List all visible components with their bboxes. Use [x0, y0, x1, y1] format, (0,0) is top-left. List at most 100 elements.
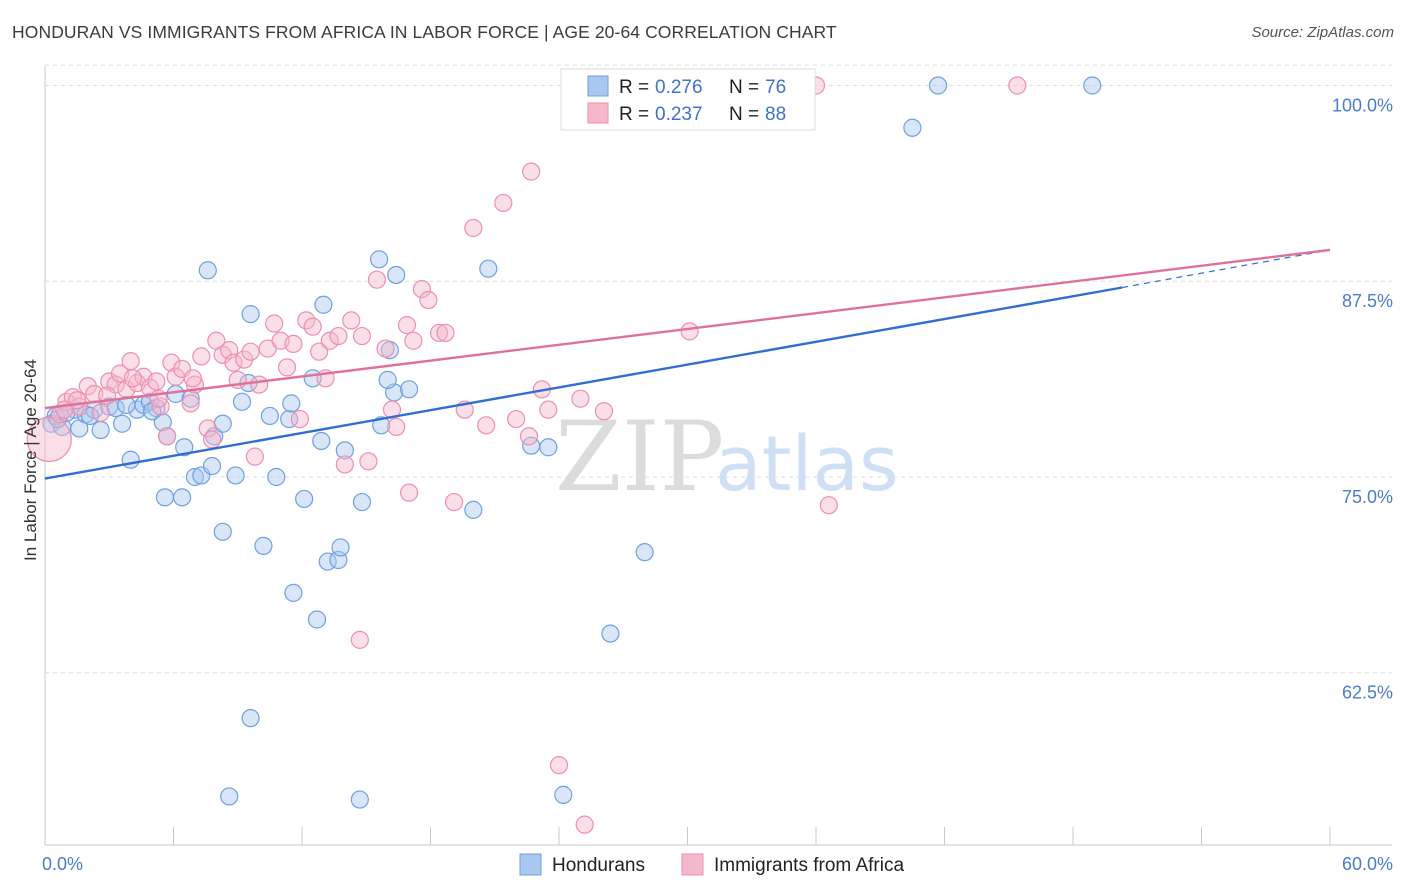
- point-s1-34: [245, 447, 264, 466]
- y-tick-label-0: 62.5%: [1342, 683, 1393, 703]
- point-s0-47: [331, 538, 350, 557]
- point-s1-46: [320, 331, 339, 350]
- point-s1-26: [202, 430, 222, 449]
- data-points: [26, 76, 1102, 834]
- point-s1-49: [342, 311, 361, 330]
- point-s1-62: [444, 492, 464, 512]
- point-s1-86: [183, 369, 202, 388]
- bottom-legend-swatch-hondurans: [519, 853, 542, 876]
- watermark-zip: ZIP: [555, 401, 724, 513]
- source-credit: Source: ZipAtlas.com: [1251, 24, 1394, 41]
- point-s0-20: [172, 488, 192, 507]
- y-tick-label-3: 100.0%: [1332, 95, 1393, 115]
- point-s0-21: [175, 438, 194, 457]
- y-axis-title: In Labor Force | Age 20-64: [21, 359, 40, 561]
- point-s1-78: [549, 756, 569, 775]
- point-s1-18: [157, 427, 177, 446]
- point-s1-22: [181, 394, 200, 413]
- point-s1-44: [310, 342, 329, 361]
- point-s0-26: [202, 456, 222, 476]
- point-s1-59: [419, 290, 438, 310]
- point-s1-39: [277, 358, 297, 377]
- legend-n-value-1: 76: [765, 77, 786, 98]
- grid-lines: [45, 64, 1392, 674]
- point-s0-33: [241, 305, 260, 324]
- point-s0-34: [254, 536, 273, 555]
- point-s0-64: [903, 118, 922, 137]
- point-s0-57: [464, 500, 483, 519]
- point-s0-28: [213, 414, 232, 433]
- legend-swatch-hondurans: [587, 75, 609, 97]
- legend-r-label-2: R =: [619, 104, 649, 125]
- legend-r-value-2: 0.237: [655, 104, 703, 125]
- point-s0-38: [282, 394, 301, 413]
- trend-line-0: [44, 286, 1123, 480]
- point-s0-18: [155, 488, 175, 507]
- point-s1-56: [397, 315, 417, 335]
- trend-lines: [44, 248, 1331, 480]
- point-s1-64: [464, 218, 483, 238]
- point-s0-74: [117, 395, 136, 415]
- point-s0-42: [307, 610, 327, 629]
- point-s1-43: [303, 317, 322, 336]
- point-s1-73: [522, 162, 541, 181]
- point-s1-66: [494, 193, 513, 213]
- point-s1-87: [55, 400, 74, 419]
- point-s0-65: [928, 76, 948, 95]
- point-s0-60: [539, 438, 558, 457]
- point-s1-30: [224, 353, 243, 372]
- point-s0-19: [166, 384, 185, 404]
- point-s0-56: [399, 380, 419, 399]
- point-s1-80: [350, 630, 369, 649]
- bottom-legend-label-hondurans: Hondurans: [552, 855, 645, 876]
- x-tick-label-1: 60.0%: [1342, 854, 1393, 874]
- point-s0-48: [335, 441, 354, 460]
- legend-n-label-1: N =: [729, 77, 759, 98]
- y-tick-label-1: 75.0%: [1342, 487, 1393, 507]
- point-s1-70: [539, 400, 558, 419]
- point-s1-37: [265, 314, 284, 333]
- legend-n-label-2: N =: [729, 104, 759, 125]
- point-s0-66: [1083, 76, 1102, 95]
- point-s0-23: [185, 467, 205, 487]
- y-tick-label-2: 87.5%: [1342, 291, 1393, 311]
- point-s0-51: [370, 250, 389, 269]
- point-s0-36: [267, 467, 286, 487]
- point-s1-84: [123, 369, 142, 388]
- point-s1-74: [680, 322, 699, 341]
- axes: [44, 66, 1392, 846]
- bottom-legend-label-africa: Immigrants from Africa: [714, 855, 904, 876]
- point-s1-7: [91, 403, 110, 422]
- point-s1-77: [1008, 76, 1027, 95]
- point-s0-37: [280, 409, 299, 429]
- point-s1-81: [399, 483, 419, 502]
- watermark: ZIP atlas: [555, 401, 899, 513]
- legend-n-value-2: 88: [765, 104, 786, 125]
- point-s1-0: [26, 416, 72, 463]
- point-s1-53: [376, 339, 395, 358]
- point-s1-48: [335, 455, 354, 474]
- chart-title: HONDURAN VS IMMIGRANTS FROM AFRICA IN LA…: [12, 22, 837, 42]
- legend-swatch-africa: [587, 102, 609, 124]
- point-s1-72: [594, 402, 614, 421]
- point-s0-40: [295, 489, 314, 509]
- series-1-points: [26, 76, 1027, 834]
- watermark-atlas: atlas: [715, 419, 899, 508]
- bottom-legend-swatch-africa: [681, 853, 704, 876]
- point-s1-52: [367, 270, 387, 289]
- point-s0-55: [378, 370, 397, 389]
- point-s0-68: [241, 709, 260, 728]
- point-s1-24: [192, 347, 211, 366]
- point-s0-25: [198, 261, 217, 280]
- legend-r-value-1: 0.276: [655, 77, 703, 98]
- point-s1-71: [571, 389, 590, 408]
- point-s1-50: [352, 326, 372, 346]
- legend: R = 0.276 N = 76 R = 0.237 N = 88: [560, 68, 816, 131]
- point-s1-16: [147, 372, 166, 391]
- point-s1-79: [575, 815, 594, 834]
- point-s1-19: [162, 353, 181, 372]
- point-s0-53: [387, 265, 406, 285]
- point-s1-35: [250, 375, 269, 394]
- point-s0-50: [372, 416, 391, 435]
